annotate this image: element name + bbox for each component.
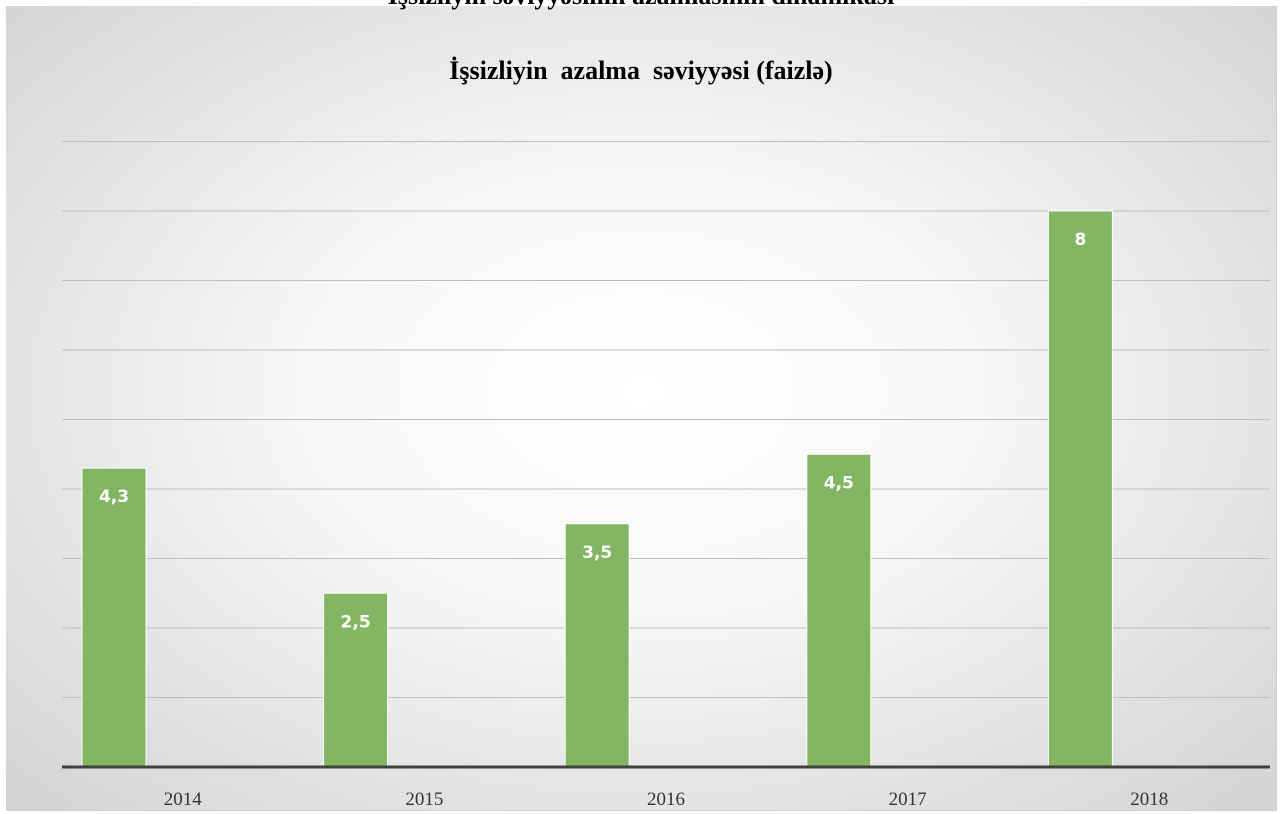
x-tick-label-2016: 2016 <box>647 789 685 810</box>
data-label-2017: 4,5 <box>824 473 854 493</box>
x-tick-label-2014: 2014 <box>164 789 203 810</box>
x-tick-label-2017: 2017 <box>889 789 927 810</box>
bar-2015 <box>323 592 389 768</box>
bars: 4,3 2,5 3,5 4,5 8 <box>81 210 1113 768</box>
data-label-2014: 4,3 <box>99 487 129 507</box>
data-label-2015: 2,5 <box>341 612 371 632</box>
bar-2014 <box>81 467 147 768</box>
bar-2016 <box>564 523 630 768</box>
x-tick-label-2015: 2015 <box>405 789 443 810</box>
data-label-2018: 8 <box>1074 230 1086 250</box>
x-tick-labels: 2014 2015 2016 2017 2018 <box>164 789 1168 810</box>
data-label-2016: 3,5 <box>582 543 612 563</box>
chart-title: İşsizliyin azalma səviyyəsi (faizlə) <box>449 56 833 85</box>
x-tick-label-2018: 2018 <box>1130 789 1168 810</box>
bar-2017 <box>806 453 872 768</box>
bar-2018 <box>1047 210 1113 768</box>
cropped-page-heading: İşsizliyin səviyyəsinin azalmasının dina… <box>0 0 1282 11</box>
